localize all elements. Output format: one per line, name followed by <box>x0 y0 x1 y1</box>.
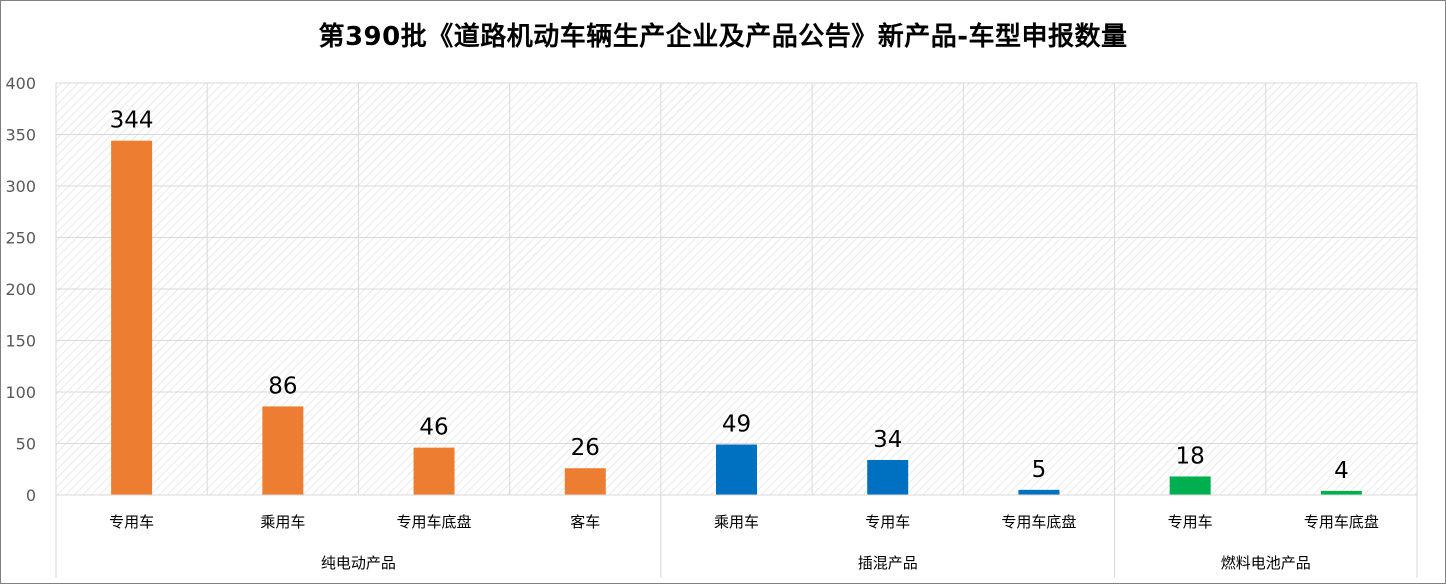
y-tick-label: 250 <box>5 229 36 248</box>
x-tick-label: 专用车 <box>1168 513 1213 531</box>
data-label: 18 <box>1176 443 1205 469</box>
data-label: 4 <box>1334 458 1349 484</box>
y-tick-label: 150 <box>5 332 36 351</box>
y-tick-label: 100 <box>5 383 36 402</box>
data-label: 5 <box>1032 457 1047 483</box>
y-tick-label: 350 <box>5 126 36 145</box>
data-label: 49 <box>722 412 751 438</box>
bar <box>111 140 153 495</box>
data-label: 46 <box>419 415 448 441</box>
y-tick-label: 50 <box>16 435 36 454</box>
data-label: 26 <box>571 435 600 461</box>
bar <box>1169 476 1211 495</box>
bar <box>1320 490 1362 495</box>
y-tick-label: 300 <box>5 177 36 196</box>
x-tick-label: 客车 <box>570 513 600 531</box>
data-label: 344 <box>110 108 154 134</box>
bar <box>564 468 606 495</box>
bar <box>1018 489 1060 495</box>
y-tick-label: 200 <box>5 280 36 299</box>
bar <box>867 459 909 495</box>
x-tick-label: 专用车底盘 <box>397 513 472 531</box>
x-tick-label: 专用车 <box>865 513 910 531</box>
y-tick-label: 400 <box>5 74 36 93</box>
x-tick-label: 乘用车 <box>714 513 759 531</box>
group-label: 燃料电池产品 <box>1221 554 1311 572</box>
bar <box>716 444 757 495</box>
bar <box>262 406 304 495</box>
data-label: 34 <box>873 427 902 453</box>
group-label: 纯电动产品 <box>321 554 396 572</box>
data-label: 86 <box>268 373 297 399</box>
bar <box>413 447 455 495</box>
x-tick-label: 专用车底盘 <box>1304 513 1379 531</box>
chart-title: 第390批《道路机动车辆生产企业及产品公告》新产品-车型申报数量 <box>318 22 1128 52</box>
x-tick-label: 乘用车 <box>260 513 305 531</box>
x-tick-label: 专用车 <box>109 513 154 531</box>
x-tick-label: 专用车底盘 <box>1001 513 1076 531</box>
y-tick-label: 0 <box>26 486 36 505</box>
group-label: 插混产品 <box>858 554 918 572</box>
